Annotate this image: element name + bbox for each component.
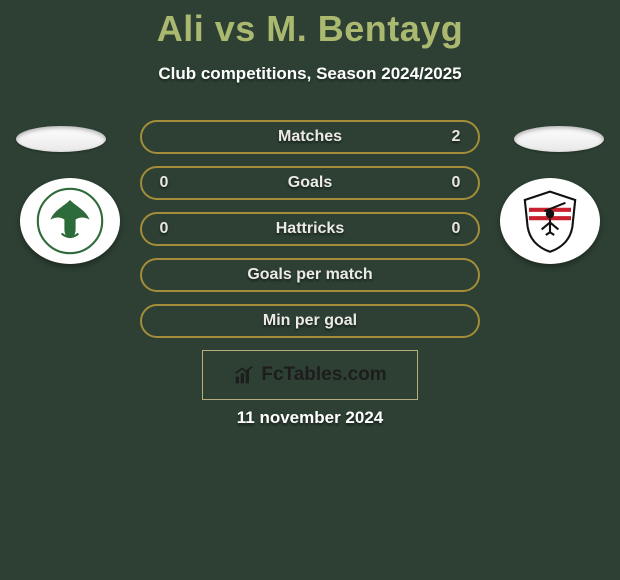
player-avatar-left	[16, 126, 106, 152]
watermark-text: FcTables.com	[261, 364, 386, 386]
club-logo-left	[20, 178, 120, 264]
eagle-crest-icon	[35, 186, 105, 256]
stat-right-value: 0	[450, 174, 462, 192]
stat-row-hattricks: 0 Hattricks 0	[140, 212, 480, 246]
player-avatar-right	[514, 126, 604, 152]
stat-left-value: 0	[158, 220, 170, 238]
stat-right-value: 2	[450, 128, 462, 146]
stat-row-goals: 0 Goals 0	[140, 166, 480, 200]
archer-shield-icon	[515, 186, 585, 256]
stat-left-value: 0	[158, 174, 170, 192]
stat-row-matches: Matches 2	[140, 120, 480, 154]
bar-chart-icon	[233, 365, 255, 385]
page-subtitle: Club competitions, Season 2024/2025	[0, 64, 620, 84]
stat-row-goals-per-match: Goals per match	[140, 258, 480, 292]
stat-row-min-per-goal: Min per goal	[140, 304, 480, 338]
stat-label: Hattricks	[276, 220, 344, 238]
watermark: FcTables.com	[202, 350, 418, 400]
stat-label: Min per goal	[263, 312, 357, 330]
stat-right-value: 0	[450, 220, 462, 238]
stat-label: Goals per match	[247, 266, 372, 284]
stats-table: Matches 2 0 Goals 0 0 Hattricks 0 Goals …	[140, 120, 480, 350]
page-title: Ali vs M. Bentayg	[0, 0, 620, 50]
date-text: 11 november 2024	[0, 408, 620, 428]
club-logo-right	[500, 178, 600, 264]
stat-label: Goals	[288, 174, 332, 192]
stat-label: Matches	[278, 128, 342, 146]
